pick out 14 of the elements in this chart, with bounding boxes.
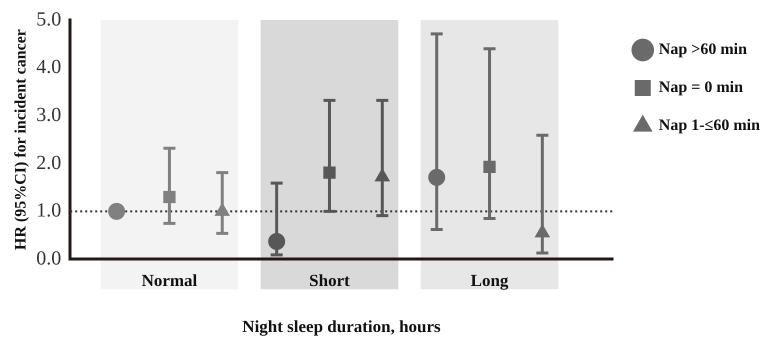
x-tick-label: Short: [309, 270, 350, 290]
x-axis-title: Night sleep duration, hours: [242, 317, 442, 336]
y-tick-label: 1.0: [36, 200, 62, 222]
y-axis-title: HR (95%CI) for incident cancer: [12, 29, 30, 250]
legend-label: Nap >60 min: [658, 41, 748, 58]
x-tick-label: Normal: [142, 270, 198, 290]
x-tick-label: Long: [470, 270, 509, 290]
y-tick-label: 5.0: [36, 8, 62, 30]
y-tick-label: 2.0: [36, 152, 62, 174]
legend-label: Nap = 0 min: [658, 79, 744, 96]
y-tick-label: 3.0: [36, 104, 62, 126]
legend-label: Nap 1-≤60 min: [658, 117, 760, 134]
y-tick-label: 0.0: [36, 247, 62, 270]
y-tick-label: 4.0: [36, 56, 62, 78]
